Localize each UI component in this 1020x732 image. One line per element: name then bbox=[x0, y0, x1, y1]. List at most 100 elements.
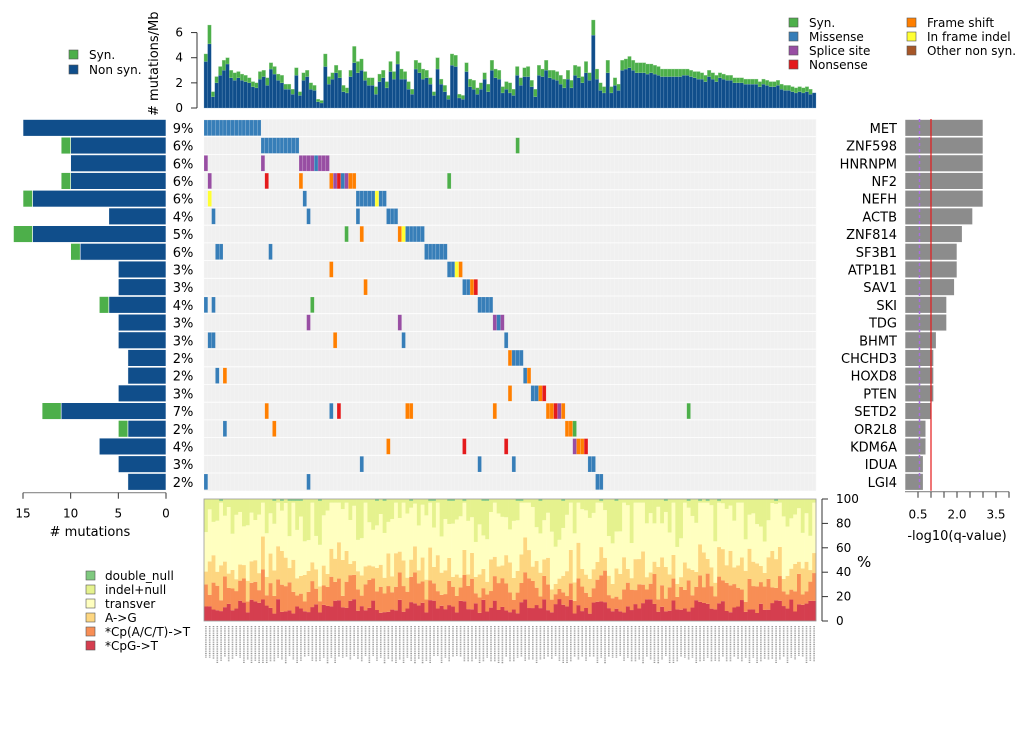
spectrum-segment bbox=[614, 596, 619, 609]
spectrum-segment bbox=[637, 502, 642, 560]
gene-name-label: NEFH bbox=[862, 193, 897, 208]
spectrum-segment bbox=[302, 601, 307, 612]
burden-bar-syn bbox=[547, 70, 552, 78]
spectrum-segment bbox=[489, 499, 494, 512]
burden-bar-syn bbox=[482, 72, 487, 80]
burden-bar-syn bbox=[290, 88, 295, 95]
spectrum-segment bbox=[428, 499, 433, 501]
spectrum-segment bbox=[603, 510, 608, 558]
burden-bar-nonsyn bbox=[562, 87, 567, 109]
spectrum-segment bbox=[504, 555, 509, 584]
spectrum-segment bbox=[397, 572, 402, 600]
spectrum-segment bbox=[515, 500, 520, 521]
spectrum-segment bbox=[340, 509, 345, 560]
burden-bar-syn bbox=[450, 53, 455, 66]
burden-bar-syn bbox=[207, 24, 212, 45]
spectrum-segment bbox=[219, 502, 224, 566]
burden-bar-nonsyn bbox=[576, 77, 581, 109]
burden-bar-syn bbox=[345, 87, 350, 94]
burden-bar-syn bbox=[489, 60, 494, 71]
spectrum-segment bbox=[633, 499, 638, 503]
burden-bar-nonsyn bbox=[413, 68, 418, 109]
spectrum-segment bbox=[371, 578, 376, 601]
spectrum-segment bbox=[413, 572, 418, 604]
spectrum-segment bbox=[344, 550, 349, 582]
burden-bar-syn bbox=[703, 75, 708, 82]
spectrum-segment bbox=[660, 557, 665, 586]
burden-bar-nonsyn bbox=[363, 80, 368, 109]
mutation-cell-ifi bbox=[207, 190, 212, 207]
spectrum-segment bbox=[485, 594, 490, 612]
legend-label: *Cp(A/C/T)->T bbox=[105, 625, 191, 639]
spectrum-segment bbox=[686, 568, 691, 581]
burden-bar-syn bbox=[312, 85, 317, 91]
mutation-cell-fs bbox=[576, 438, 581, 455]
spectrum-segment bbox=[808, 600, 813, 621]
gene-percent-label: 6% bbox=[173, 246, 194, 261]
legend-swatch bbox=[85, 626, 96, 637]
burden-bar-nonsyn bbox=[399, 78, 404, 109]
spectrum-segment bbox=[253, 520, 258, 561]
burden-bar-nonsyn bbox=[326, 83, 331, 109]
burden-bar-syn bbox=[250, 81, 255, 87]
legend-swatch-ifi bbox=[906, 31, 917, 42]
spectrum-segment bbox=[359, 538, 364, 576]
mutation-cell-mis bbox=[523, 367, 528, 384]
spectrum-segment bbox=[249, 512, 254, 562]
spectrum-segment bbox=[523, 499, 528, 503]
spectrum-segment bbox=[481, 588, 486, 600]
spectrum-segment bbox=[333, 600, 338, 621]
spectrum-segment bbox=[337, 578, 342, 601]
spectrum-segment bbox=[534, 499, 539, 528]
burden-bar-nonsyn bbox=[594, 78, 599, 109]
mutation-cell-non bbox=[504, 438, 509, 455]
burden-bar-syn bbox=[370, 77, 375, 86]
spectrum-segment bbox=[538, 608, 543, 621]
spectrum-segment bbox=[287, 499, 292, 501]
mutation-cell-mis bbox=[439, 243, 444, 260]
mutation-cell-spl bbox=[306, 314, 311, 331]
spectrum-segment bbox=[489, 607, 494, 621]
spectrum-segment bbox=[728, 612, 733, 621]
spectrum-segment bbox=[599, 601, 604, 621]
legend-swatch bbox=[85, 612, 96, 623]
gene-name-label: SAV1 bbox=[863, 281, 897, 296]
spectrum-segment bbox=[530, 608, 536, 621]
spectrum-segment bbox=[226, 603, 231, 621]
burden-bar-syn bbox=[508, 82, 512, 94]
spectrum-segment bbox=[679, 586, 684, 610]
spectrum-segment bbox=[793, 499, 798, 515]
spectrum-segment bbox=[603, 499, 608, 511]
spectrum-segment bbox=[378, 612, 383, 621]
burden-bar-syn bbox=[569, 80, 574, 89]
burden-bar-syn bbox=[417, 62, 422, 73]
burden-bar-nonsyn bbox=[493, 77, 498, 109]
burden-bar-syn bbox=[283, 83, 288, 90]
burden-bar-syn bbox=[471, 80, 476, 90]
spectrum-segment bbox=[485, 581, 490, 595]
spectrum-segment bbox=[454, 519, 459, 575]
burden-bar-syn bbox=[670, 68, 675, 77]
spectrum-segment bbox=[466, 609, 471, 621]
burden-bar-nonsyn bbox=[203, 61, 208, 109]
spectrum-segment bbox=[675, 609, 680, 621]
spectrum-segment bbox=[777, 502, 783, 547]
spectrum-segment bbox=[584, 574, 589, 593]
spectrum-segment bbox=[359, 606, 364, 621]
gene-count-x-label: # mutations bbox=[50, 525, 131, 540]
spectrum-segment bbox=[424, 599, 429, 613]
mutation-cell-fs bbox=[363, 279, 368, 296]
spectrum-segment bbox=[720, 549, 726, 581]
qvalue-bar bbox=[904, 366, 934, 385]
mutation-cell-mis bbox=[504, 332, 509, 349]
mutation-cell-mis bbox=[215, 119, 220, 136]
gene-count-bar-syn bbox=[118, 420, 129, 438]
gene-count-bar-nonsyn bbox=[108, 207, 167, 226]
burden-bar-syn bbox=[794, 87, 799, 94]
spectrum-segment bbox=[565, 606, 570, 621]
spectrum-segment bbox=[375, 610, 380, 621]
gene-percent-label: 2% bbox=[173, 423, 194, 438]
burden-bar-syn bbox=[355, 61, 360, 73]
spectrum-segment bbox=[766, 499, 771, 521]
qvalue-axis: 0.5 2.0 3.5 bbox=[905, 491, 1010, 522]
